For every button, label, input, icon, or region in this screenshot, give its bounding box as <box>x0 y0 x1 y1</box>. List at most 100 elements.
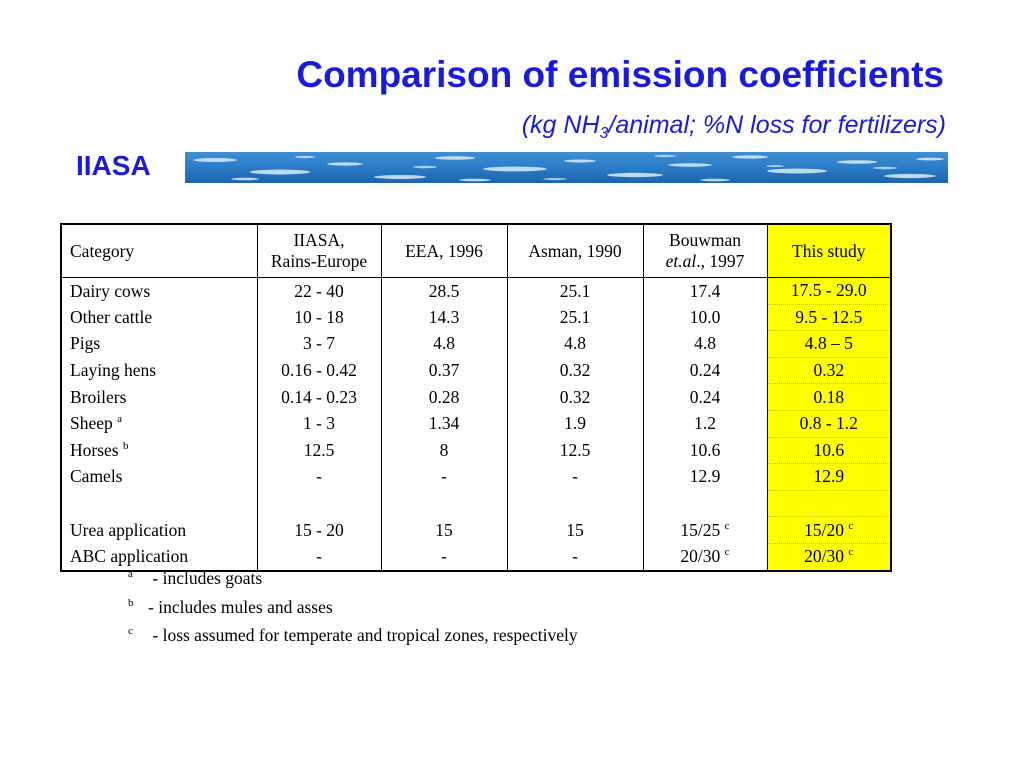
cell-asman: 12.5 <box>506 437 644 464</box>
cell-iiasa: - <box>256 463 382 491</box>
cell-this-study-value: 9.5 - 12.5 <box>795 306 863 327</box>
cell-asman-value: 12.5 <box>559 439 591 460</box>
cell-this-study <box>766 490 892 518</box>
cell-iiasa-value: 0.16 - 0.42 <box>281 360 357 381</box>
cell-this-study: 0.18 <box>766 383 892 411</box>
table-row: Broilers 0.14 - 0.23 0.28 0.32 0.24 0.18 <box>60 383 892 411</box>
cell-iiasa-value: 3 - 7 <box>302 333 336 354</box>
cell-asman: 0.32 <box>506 357 644 384</box>
cell-category-value: Laying hens <box>70 360 157 381</box>
footnote-mark: b <box>128 596 134 609</box>
cell-eea: 14.3 <box>380 304 508 331</box>
cell-bouwman: 1.2 <box>642 410 768 438</box>
cell-category: ABC application <box>60 543 258 571</box>
header-iiasa: IIASA, Rains-Europe <box>256 224 382 278</box>
cell-asman-value: 4.8 <box>564 333 586 354</box>
table-row: Horses b 12.5 8 12.5 10.6 10.6 <box>60 437 892 465</box>
cell-bouwman-value: 15/25 <box>680 519 721 540</box>
subtitle-prefix: (kg NH <box>521 111 600 139</box>
table-row: Laying hens 0.16 - 0.42 0.37 0.32 0.24 0.32 <box>60 357 892 385</box>
cell-this-study-value: 4.8 – 5 <box>804 333 853 354</box>
cell-bouwman-value: 12.9 <box>689 466 721 487</box>
cell-category: Urea application <box>60 516 258 544</box>
cell-eea <box>380 490 508 517</box>
cell-asman: 15 <box>506 516 644 544</box>
cell-eea-value: 8 <box>439 439 449 460</box>
cell-bouwman-value: 0.24 <box>689 360 721 381</box>
footnote-mark: a <box>128 568 133 580</box>
cell-iiasa: 12.5 <box>256 437 382 464</box>
cell-eea-value: 0.28 <box>428 386 460 407</box>
cell-eea-value: 14.3 <box>428 306 460 327</box>
footnote-ref: c <box>848 546 854 559</box>
cell-eea: 28.5 <box>380 277 508 305</box>
header-iiasa-line2: Rains-Europe <box>270 251 368 271</box>
cell-eea: 0.28 <box>380 383 508 411</box>
cell-bouwman <box>642 490 768 517</box>
cell-eea: - <box>380 543 508 571</box>
footnote-ref: c <box>848 519 854 532</box>
header-bouwman: Bouwman et.al., 1997 <box>642 224 768 278</box>
footnote-ref: a <box>117 413 123 426</box>
cell-eea-value: 4.8 <box>433 333 455 354</box>
cell-asman-value: 0.32 <box>559 386 591 407</box>
cell-this-study: 0.8 - 1.2 <box>766 410 892 438</box>
cell-category: Horses b <box>60 437 258 464</box>
cell-eea: 0.37 <box>380 357 508 384</box>
cell-iiasa-value: - <box>316 545 322 566</box>
cell-iiasa-value: 1 - 3 <box>302 413 336 434</box>
cell-asman: - <box>506 543 644 571</box>
cell-iiasa <box>256 490 382 517</box>
cell-asman-value: - <box>572 545 578 566</box>
footnote-a: a - includes goats <box>128 566 578 595</box>
cell-category-value: Other cattle <box>70 306 153 327</box>
table-row: Urea application 15 - 20 15 15 15/25 c 15/20 … <box>60 516 892 544</box>
cell-asman: 1.9 <box>506 410 644 438</box>
cell-bouwman: 10.6 <box>642 437 768 464</box>
org-label: IIASA <box>76 150 151 181</box>
cell-bouwman: 4.8 <box>642 330 768 358</box>
cell-eea-value: 28.5 <box>428 280 460 301</box>
cell-category: Laying hens <box>60 357 258 384</box>
cell-asman-value: 25.1 <box>559 306 591 327</box>
table-header-row: Category IIASA, Rains-Europe EEA, 1996 As… <box>60 224 892 278</box>
cell-eea-value: - <box>441 545 447 566</box>
water-banner-image <box>185 152 948 183</box>
cell-category: Dairy cows <box>60 277 258 305</box>
cell-category-value: Pigs <box>70 333 101 354</box>
slide-title: Comparison of emission coefficients <box>296 54 944 95</box>
header-eea: EEA, 1996 <box>380 224 508 278</box>
cell-eea: 1.34 <box>380 410 508 438</box>
cell-bouwman-value: 17.4 <box>689 280 721 301</box>
cell-this-study: 10.6 <box>766 437 892 465</box>
cell-asman-value: - <box>572 466 578 487</box>
cell-bouwman: 12.9 <box>642 463 768 491</box>
cell-category: Other cattle <box>60 304 258 331</box>
cell-category: Pigs <box>60 330 258 358</box>
footnote-ref: c <box>724 519 730 532</box>
table-row: Sheep a 1 - 3 1.34 1.9 1.2 0.8 - 1.2 <box>60 410 892 438</box>
cell-iiasa: 22 - 40 <box>256 277 382 305</box>
footnote-text: - includes mules and asses <box>148 596 333 617</box>
table-row: Other cattle 10 - 18 14.3 25.1 10.0 9.5 - 12.… <box>60 304 892 332</box>
cell-category-value: Camels <box>70 466 123 487</box>
cell-eea-value: 1.34 <box>428 413 460 434</box>
cell-bouwman-value: 0.24 <box>689 386 721 407</box>
cell-this-study-value: 12.9 <box>813 466 845 487</box>
cell-asman: 25.1 <box>506 304 644 331</box>
footnote-ref: b <box>122 439 129 452</box>
cell-iiasa-value: 22 - 40 <box>294 280 344 301</box>
cell-iiasa-value: - <box>316 466 322 487</box>
cell-category <box>60 490 258 517</box>
cell-category-value: Urea application <box>70 519 187 540</box>
slide-subtitle: (kg NH3/animal; %N loss for fertilizers) <box>521 111 946 142</box>
cell-bouwman: 20/30 c <box>642 543 768 571</box>
header-bouwman-italic: et.al <box>665 251 697 271</box>
table-row: ABC application - - -20/30 c 20/30 c <box>60 543 892 571</box>
cell-bouwman: 0.24 <box>642 383 768 411</box>
cell-iiasa: 1 - 3 <box>256 410 382 438</box>
cell-eea: 8 <box>380 437 508 464</box>
cell-asman: 25.1 <box>506 277 644 305</box>
cell-iiasa: 15 - 20 <box>256 516 382 544</box>
cell-iiasa-value: 12.5 <box>303 439 335 460</box>
